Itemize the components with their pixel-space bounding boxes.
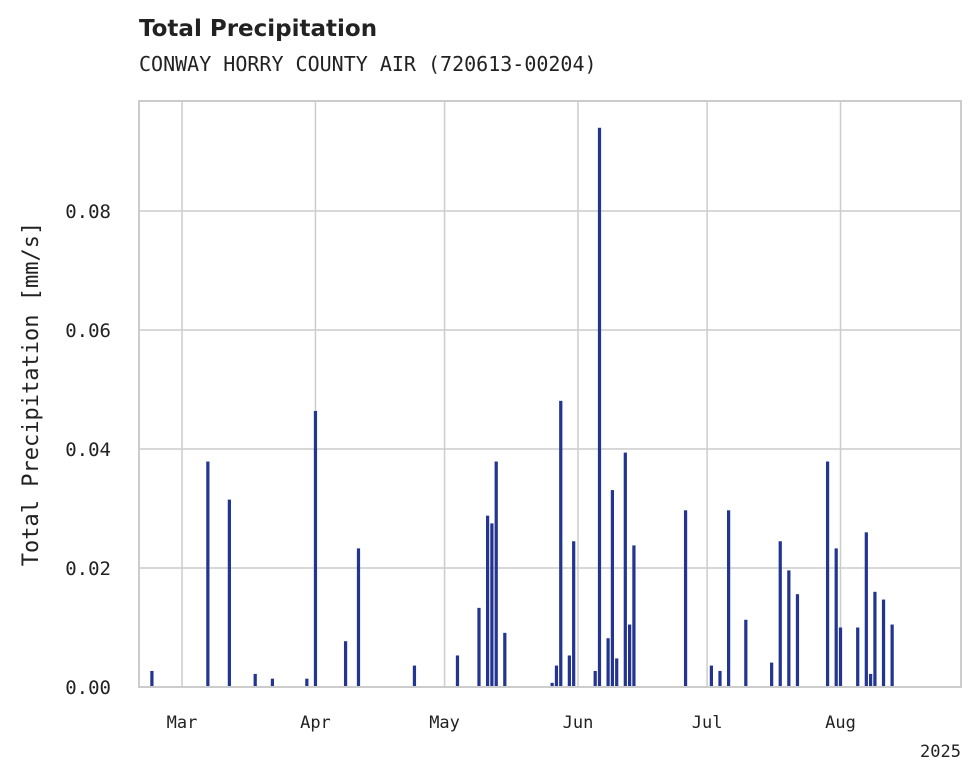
x-tick-label: Mar [167,713,198,733]
precip-bar [726,510,731,687]
x-tick-label: Jul [692,713,723,733]
precip-bar [610,490,615,687]
precip-bar [869,673,873,687]
precip-bar [150,670,154,687]
chart-title: Total Precipitation [139,16,378,42]
precip-bar [485,515,490,687]
precip-bar [477,607,481,687]
precip-bar [873,591,877,687]
y-tick-labels: 0.00 0.02 0.04 0.06 0.08 [65,201,111,699]
precip-bar [795,594,800,687]
y-tick-label: 0.04 [65,439,111,461]
precip-bar [856,627,860,687]
precip-bar [890,624,894,687]
precip-bar [503,632,507,687]
x-tick-label: Aug [825,713,856,733]
y-tick-label: 0.02 [65,558,111,580]
precip-bar [744,619,748,687]
precip-bar [494,461,498,687]
precip-bar [709,665,714,687]
precip-bar [628,624,632,687]
precip-bar [313,410,318,687]
chart-subtitle: CONWAY HORRY COUNTY AIR (720613-00204) [139,52,597,76]
year-label: 2025 [920,742,961,762]
precip-bar [864,532,868,687]
precip-bar [632,545,636,687]
precip-bar [606,638,610,687]
y-tick-label: 0.08 [65,201,111,223]
precip-bar [718,670,722,687]
precip-bar [787,570,791,687]
precip-bar [770,662,774,687]
x-tick-label: May [429,713,460,733]
precip-bar [623,452,627,687]
precip-bar [597,127,602,687]
precip-bar [838,627,843,687]
precip-bar [825,461,830,687]
y-tick-label: 0.06 [65,320,111,342]
precip-bar [683,510,688,687]
precip-bar [490,523,494,687]
precip-bar [554,665,559,687]
precip-bar [615,658,619,687]
x-tick-label: Apr [300,713,331,733]
y-axis-label: Total Precipitation [mm/s] [19,222,44,566]
precip-bar [550,682,554,687]
x-tick-labels: Mar Apr May Jun Jul Aug [167,713,856,733]
precip-bar [253,673,257,687]
precip-bar [778,541,782,687]
precip-bar [834,548,838,687]
grid-layer [139,101,961,687]
precip-bar [356,548,361,687]
precip-bar [593,670,597,687]
precip-bar [227,499,231,687]
bars-layer [150,127,894,687]
precip-bar [881,599,886,687]
plot-frame [138,100,962,688]
precip-bar [455,655,460,687]
precip-bar [559,400,563,687]
precip-bar [572,541,576,687]
precip-bar [343,641,348,687]
precip-bar [305,678,309,687]
precip-bar [270,678,275,687]
y-tick-label: 0.00 [65,677,111,699]
precip-bar [567,655,571,687]
precip-bar [412,665,417,687]
x-tick-label: Jun [563,713,594,733]
precip-bar [206,461,210,687]
